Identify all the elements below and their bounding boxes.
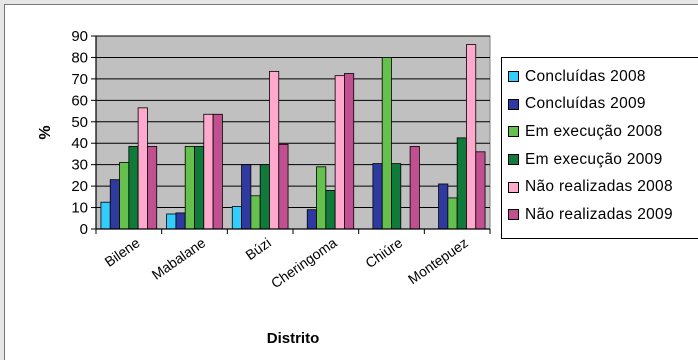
x-tick-label: Búzi — [242, 234, 273, 263]
y-tick-label: 40 — [71, 135, 88, 152]
legend-swatch — [508, 181, 519, 193]
legend-label: Não realizadas 2009 — [525, 205, 673, 223]
x-tick-label: Chiúre — [362, 234, 405, 271]
legend-swatch — [508, 126, 519, 138]
y-tick-label: 0 — [80, 221, 88, 238]
bar — [409, 146, 420, 230]
bar — [241, 164, 252, 230]
bar — [175, 212, 186, 230]
y-tick-label: 20 — [71, 178, 88, 195]
bar — [259, 164, 270, 230]
bar — [306, 209, 317, 230]
bar — [203, 113, 214, 230]
bar — [325, 189, 336, 230]
y-axis-title: % — [37, 125, 54, 139]
legend-label: Concluídas 2009 — [525, 95, 646, 113]
legend-swatch — [508, 209, 519, 221]
chart-area: 0 10 20 30 40 50 60 70 80 90 Bilene Mabalane Búzi Che… — [4, 4, 698, 360]
y-tick-label: 90 — [71, 28, 88, 45]
bar — [438, 183, 449, 230]
bar — [250, 195, 261, 230]
x-axis-title: Distrito — [267, 330, 320, 347]
legend: Concluídas 2008 Concluídas 2009 Em execuçã… — [501, 57, 698, 239]
bar — [231, 206, 242, 230]
bar — [137, 107, 148, 230]
bar — [128, 146, 139, 230]
legend-label: Não realizadas 2008 — [525, 178, 673, 196]
x-tick-label: Bilene — [101, 234, 142, 270]
bar-chart: 0 10 20 30 40 50 60 70 80 90 Bilene Mabalane BúziChe… — [37, 28, 491, 347]
bar — [166, 213, 177, 230]
bar — [109, 179, 120, 230]
bar — [119, 162, 130, 230]
bar — [466, 44, 477, 230]
bar — [147, 146, 158, 230]
legend-item: Concluídas 2009 — [508, 91, 698, 119]
legend-label: Em execução 2008 — [525, 122, 663, 140]
legend-swatch — [508, 154, 519, 166]
bar — [391, 163, 402, 230]
bar — [194, 146, 205, 230]
legend-item: Não realizadas 2009 — [508, 201, 698, 229]
bar — [334, 75, 345, 230]
bar — [184, 146, 195, 230]
plot-background — [95, 35, 491, 230]
legend-label: Concluídas 2008 — [525, 67, 646, 85]
y-tick-label: 70 — [71, 71, 88, 88]
y-tick-label: 60 — [71, 92, 88, 109]
y-tick-label: 10 — [71, 200, 88, 217]
bar — [269, 70, 280, 230]
y-tick-label: 50 — [71, 114, 88, 131]
x-tick-label: Cheringoma — [268, 234, 340, 291]
bar — [372, 163, 383, 230]
legend-item: Em execução 2008 — [508, 118, 698, 146]
y-tick-label: 30 — [71, 157, 88, 174]
bar — [381, 57, 392, 230]
bar — [456, 137, 467, 230]
y-tick-label: 80 — [71, 49, 88, 66]
bar — [278, 143, 289, 230]
x-tick-label: Montepuez — [405, 234, 471, 287]
bar — [212, 113, 223, 230]
legend-item: Concluídas 2008 — [508, 63, 698, 91]
bar — [344, 73, 355, 230]
legend-item: Em execução 2009 — [508, 146, 698, 174]
legend-swatch — [508, 71, 519, 83]
legend-swatch — [508, 98, 519, 110]
bar — [316, 166, 327, 230]
bar — [100, 201, 111, 230]
bar — [447, 197, 458, 230]
bar — [475, 151, 486, 230]
legend-item: Não realizadas 2008 — [508, 173, 698, 201]
legend-label: Em execução 2009 — [525, 150, 663, 168]
x-tick-label: Mabalane — [149, 234, 209, 282]
